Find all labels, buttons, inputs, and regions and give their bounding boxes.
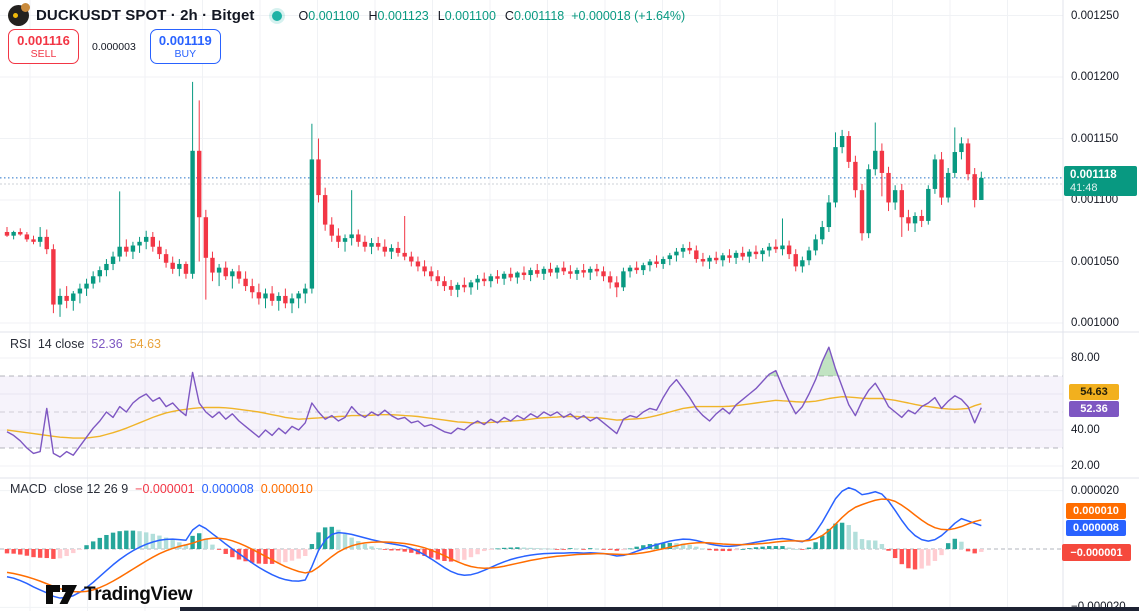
rsi-value: 52.36	[91, 337, 123, 351]
open-label: O	[298, 8, 309, 23]
axis-tick-label: 0.001250	[1071, 9, 1119, 22]
axis-tick-label: 80.00	[1071, 352, 1100, 364]
buy-price: 0.001119	[158, 32, 212, 48]
high-label: H	[368, 8, 378, 23]
rsi-badge: 52.36	[1069, 401, 1119, 417]
open-value: 0.001100	[308, 8, 360, 23]
low-value: 0.001100	[444, 8, 496, 23]
axis-tick-label: 0.001200	[1071, 71, 1119, 83]
rsi-params: 14 close	[37, 337, 85, 351]
macd-hist-value: −0.000001	[135, 482, 195, 496]
duck-coin-logo-icon	[8, 3, 30, 26]
macd-hist-badge: −0.000001	[1062, 544, 1131, 561]
buy-button[interactable]: 0.001119 BUY	[149, 29, 221, 64]
macd-line-badge: 0.000008	[1066, 520, 1126, 536]
market-status-dot-icon	[271, 10, 282, 21]
rsi-ma-value: 54.63	[129, 337, 161, 351]
rsi-ma-badge: 54.63	[1069, 384, 1119, 400]
trade-buttons: 0.001116 SELL 0.000003 0.001119 BUY	[8, 29, 221, 64]
axis-tick-label: 0.001050	[1071, 255, 1119, 268]
macd-title: MACD	[10, 482, 47, 496]
axis-tick-label: 40.00	[1071, 424, 1100, 436]
axis-tick-label: 0.001000	[1071, 317, 1119, 329]
symbol-title[interactable]: DUCKUSDT SPOT · 2h · Bitget	[36, 7, 255, 24]
last-price: 0.001118	[1070, 168, 1117, 181]
last-price-badge: 0.001118 41:48	[1064, 166, 1137, 196]
axis-tick-label: −0.000020	[1071, 600, 1126, 611]
tradingview-wordmark: TradingView	[84, 583, 193, 605]
axis-tick-label: 0.000020	[1071, 484, 1119, 497]
macd-line-value: 0.000008	[201, 482, 254, 496]
axis-tick-label: 0.001150	[1071, 132, 1119, 145]
ohlc-values: O0.001100 H0.001123 L0.001100 C0.001118	[299, 9, 565, 23]
high-value: 0.001123	[377, 8, 429, 23]
close-label: C	[504, 8, 514, 23]
rsi-title: RSI	[10, 337, 31, 351]
buy-label: BUY	[174, 47, 197, 60]
rsi-pane-header[interactable]: RSI 14 close 52.36 54.63	[10, 337, 161, 351]
bar-countdown: 41:48	[1070, 181, 1098, 194]
macd-pane-header[interactable]: MACD close 12 26 9 −0.000001 0.000008 0.…	[10, 482, 313, 496]
sell-button[interactable]: 0.001116 SELL	[8, 29, 79, 64]
sell-price: 0.001116	[17, 32, 70, 48]
bottom-bar	[180, 607, 1139, 611]
axis-tick-label: 20.00	[1071, 460, 1100, 472]
tradingview-logo[interactable]: TradingView	[45, 582, 193, 607]
close-value: 0.001118	[513, 8, 565, 23]
macd-signal-badge: 0.000010	[1066, 503, 1126, 519]
spread-value: 0.000003	[92, 40, 136, 53]
low-label: L	[437, 8, 445, 23]
change-value: +0.000018 (+1.64%)	[571, 8, 686, 23]
tradingview-icon	[46, 585, 77, 604]
symbol-header[interactable]: DUCKUSDT SPOT · 2h · Bitget O0.001100 H0…	[8, 3, 686, 26]
macd-params: close 12 26 9	[53, 482, 129, 496]
axis-tick-label: 0.001100	[1071, 194, 1119, 206]
sell-label: SELL	[30, 47, 57, 60]
macd-signal-value: 0.000010	[260, 482, 313, 496]
